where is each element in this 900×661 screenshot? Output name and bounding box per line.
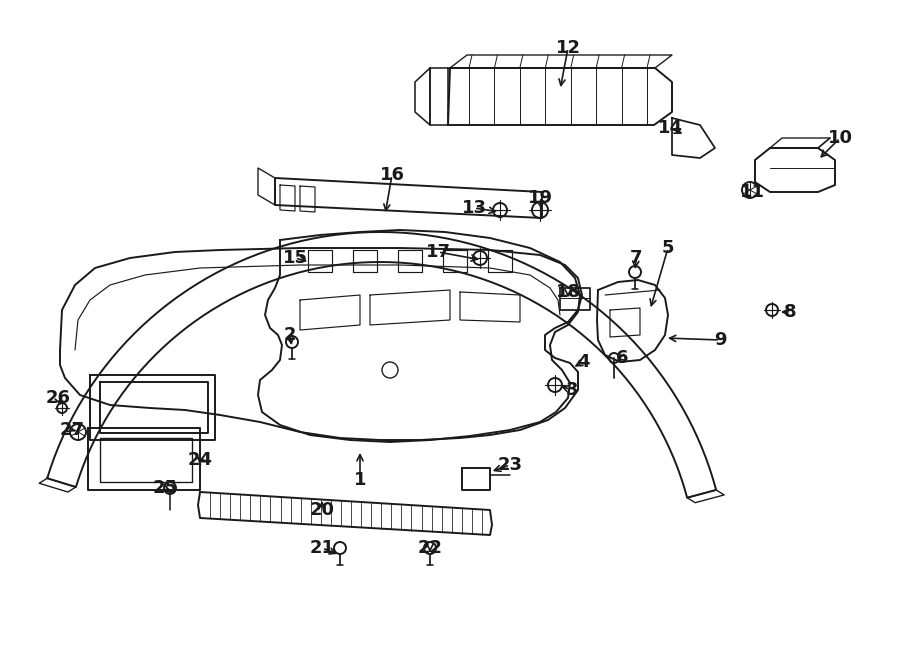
Text: 16: 16 (380, 166, 404, 184)
Text: 6: 6 (616, 349, 628, 367)
Text: 3: 3 (566, 381, 578, 399)
Text: 7: 7 (630, 249, 643, 267)
Text: 8: 8 (784, 303, 796, 321)
Text: 1: 1 (354, 471, 366, 489)
Text: 15: 15 (283, 249, 308, 267)
Text: 22: 22 (418, 539, 443, 557)
Text: 17: 17 (426, 243, 451, 261)
Text: 21: 21 (310, 539, 335, 557)
Text: 25: 25 (152, 479, 177, 497)
Text: 18: 18 (555, 283, 580, 301)
Text: 27: 27 (59, 421, 85, 439)
Text: 19: 19 (527, 189, 553, 207)
Text: 2: 2 (284, 326, 296, 344)
Text: 5: 5 (662, 239, 674, 257)
Text: 20: 20 (310, 501, 335, 519)
Text: 13: 13 (462, 199, 487, 217)
Text: 14: 14 (658, 119, 682, 137)
Text: 11: 11 (740, 183, 764, 201)
Text: 12: 12 (555, 39, 580, 57)
Text: 23: 23 (498, 456, 523, 474)
Text: 24: 24 (187, 451, 212, 469)
Text: 10: 10 (827, 129, 852, 147)
Text: 26: 26 (46, 389, 70, 407)
Text: 4: 4 (577, 353, 590, 371)
Text: 9: 9 (714, 331, 726, 349)
